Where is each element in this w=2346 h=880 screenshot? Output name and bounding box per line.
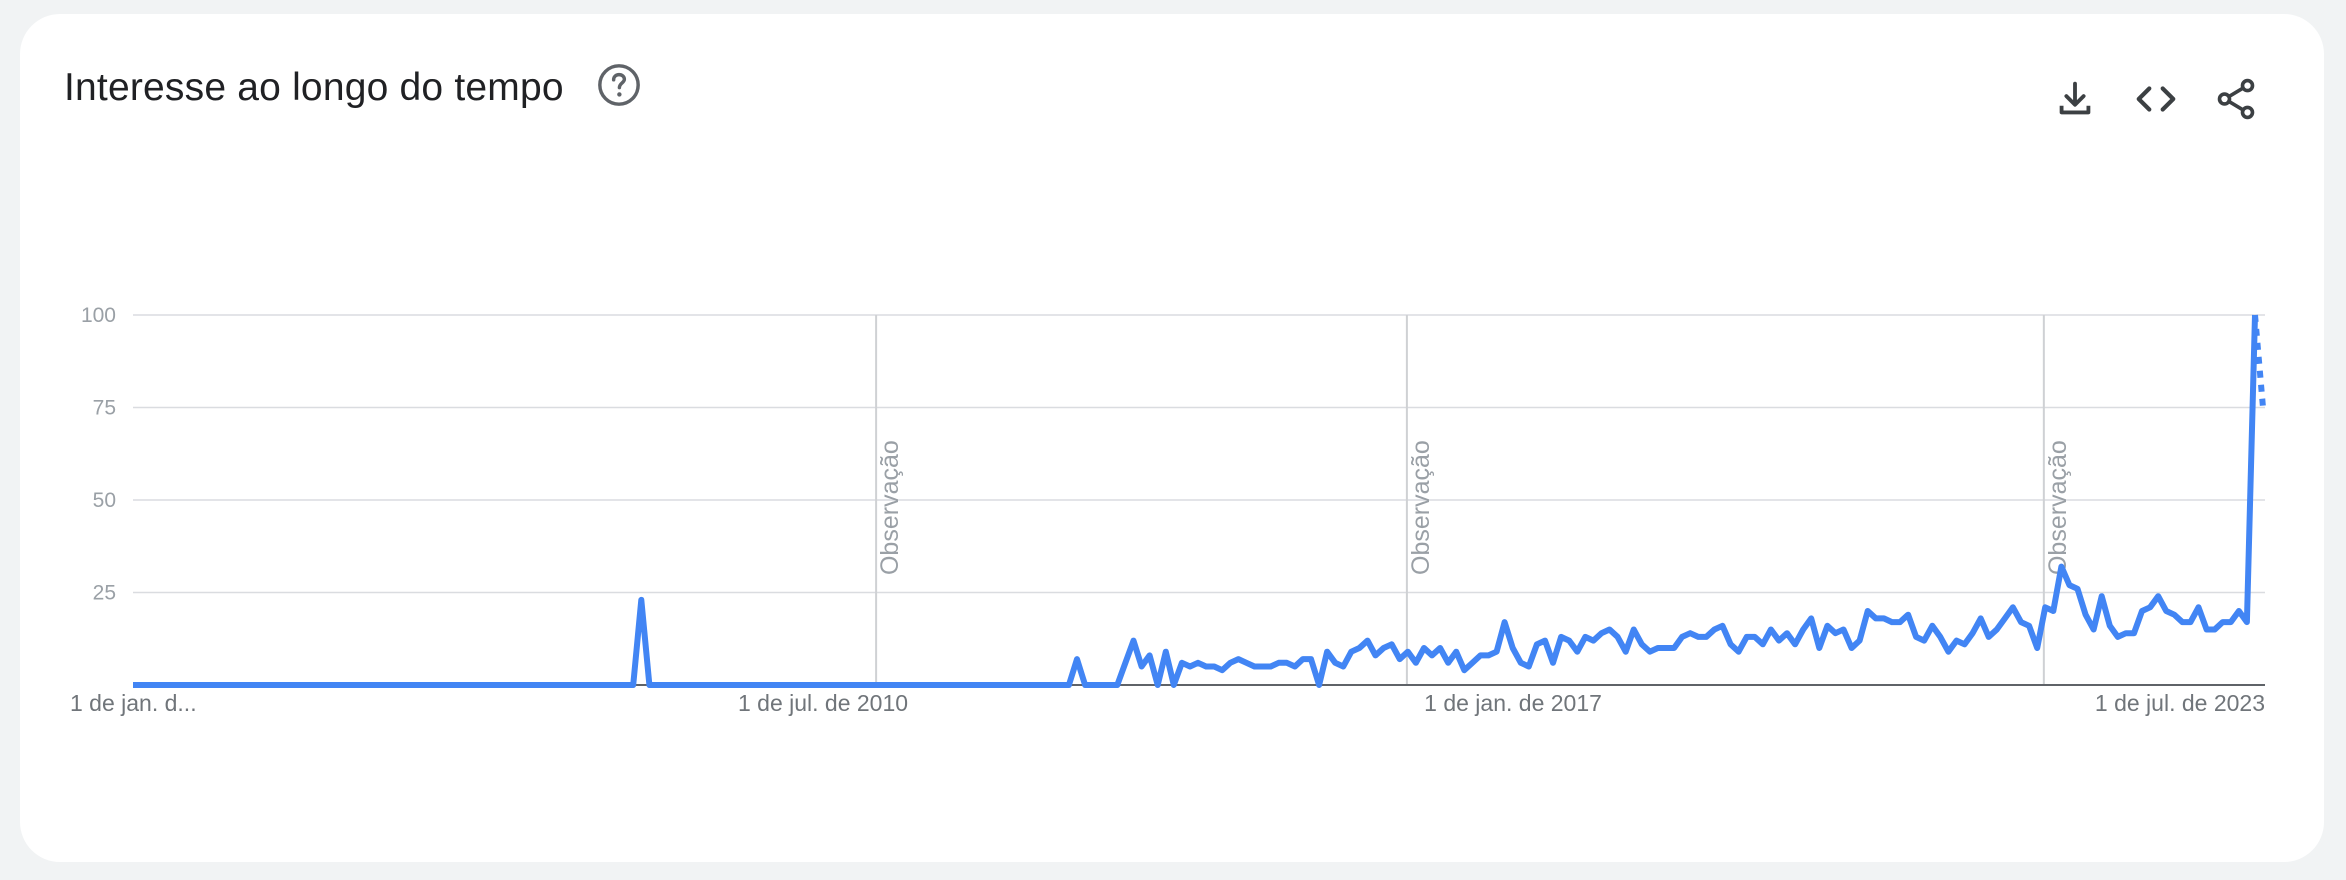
- interest-over-time-card: [20, 14, 2324, 862]
- y-tick-label: 50: [93, 489, 116, 512]
- chart-title: Interesse ao longo do tempo: [64, 66, 564, 109]
- series-line: [133, 314, 2258, 688]
- annotation-label: Observação: [2044, 440, 2072, 575]
- embed-code-icon[interactable]: [2133, 76, 2179, 122]
- x-tick-label: 1 de jan. d...: [70, 690, 197, 716]
- share-icon[interactable]: [2213, 76, 2259, 122]
- help-circle-icon[interactable]: [596, 62, 642, 108]
- y-tick-label: 100: [81, 304, 116, 327]
- annotation-label: Observação: [1407, 440, 1435, 575]
- download-icon[interactable]: [2052, 76, 2098, 122]
- partial-data-segment: [2252, 314, 2266, 408]
- y-tick-label: 25: [93, 582, 116, 605]
- x-tick-label: 1 de jul. de 2010: [738, 690, 908, 716]
- x-tick-label: 1 de jan. de 2017: [1424, 690, 1602, 716]
- x-tick-label: 1 de jul. de 2023: [2095, 690, 2265, 716]
- y-tick-label: 75: [93, 397, 116, 420]
- annotation-label: Observação: [876, 440, 904, 575]
